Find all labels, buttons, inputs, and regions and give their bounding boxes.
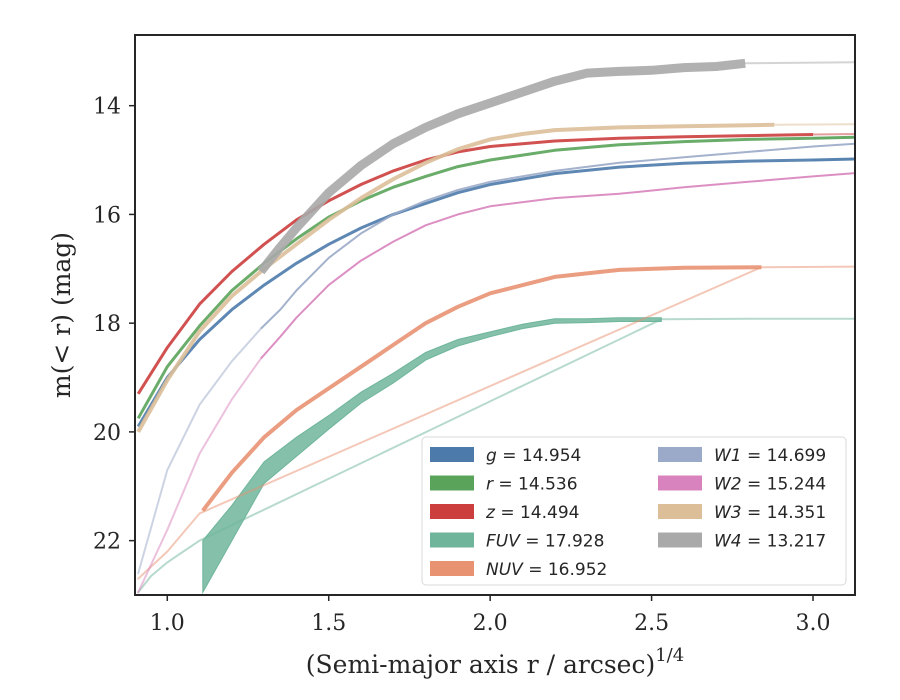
series-nuv-band: [201, 265, 762, 512]
series-w1-band: [260, 142, 855, 330]
y-tick-label: 16: [93, 203, 121, 228]
series-w3-band: [136, 122, 775, 433]
legend-label-nuv: NUV = 16.952: [486, 560, 607, 580]
series-fuv-band: [202, 317, 662, 595]
legend-swatch-nuv: [430, 561, 474, 576]
legend-swatch-w1: [658, 447, 702, 462]
legend-swatch-w3: [658, 504, 702, 519]
legend-swatch-fuv: [430, 532, 474, 548]
legend-label-g: g = 14.954: [486, 446, 581, 466]
x-tick-label: 2.5: [634, 611, 669, 636]
legend-swatch-r: [430, 475, 474, 491]
legend-swatch-w4: [658, 532, 702, 548]
series-w1-extension-line: [137, 327, 262, 575]
legend-label-w1: W1 = 14.699: [714, 446, 826, 466]
legend-swatch-z: [430, 504, 474, 519]
series-nuv-extension-line: [137, 265, 855, 580]
y-axis-label: m(< r) (mag): [47, 232, 76, 398]
legend-swatch-w2: [658, 475, 702, 491]
y-tick-label: 20: [93, 421, 121, 446]
series-fuv-extension-line: [137, 317, 855, 594]
legend: g = 14.954 r = 14.536 z = 14.494 FUV = 17.9…: [421, 436, 847, 586]
y-tick-label: 14: [93, 95, 121, 120]
x-tick-label: 3.0: [796, 611, 831, 636]
y-tick-label: 22: [93, 530, 121, 555]
x-tick-label: 1.0: [150, 611, 185, 636]
plot-frame: [134, 34, 856, 596]
legend-label-r: r = 14.536: [486, 475, 578, 495]
series-g-band: [136, 157, 855, 428]
x-axis-label: (Semi-major axis r / arcsec)1/4: [306, 645, 684, 679]
series-w3-extension-line: [773, 123, 855, 126]
legend-label-w4: W4 = 13.217: [714, 532, 826, 552]
legend-label-fuv: FUV = 17.928: [486, 532, 604, 552]
series-z-extension-line: [812, 133, 855, 136]
series-w4-extension-line: [744, 61, 855, 65]
series-z-band: [136, 133, 814, 395]
legend-label-z: z = 14.494: [485, 503, 579, 523]
series-w4-band: [257, 58, 746, 275]
legend-swatch-g: [430, 447, 474, 462]
series-r-band: [136, 135, 855, 420]
x-tick-label: 1.5: [311, 611, 346, 636]
y-tick-label: 18: [93, 312, 121, 337]
legend-label-w2: W2 = 15.244: [714, 475, 826, 495]
x-tick-label: 2.0: [473, 611, 508, 636]
axis-ticks: 1.0 1.5 2.0 2.5 3.0 14 16 18 20 22: [93, 95, 831, 636]
legend-box: [421, 436, 847, 586]
legend-label-w3: W3 = 14.351: [714, 503, 826, 523]
series-w2-extension-line: [137, 357, 262, 594]
series-w2-band: [260, 172, 855, 360]
